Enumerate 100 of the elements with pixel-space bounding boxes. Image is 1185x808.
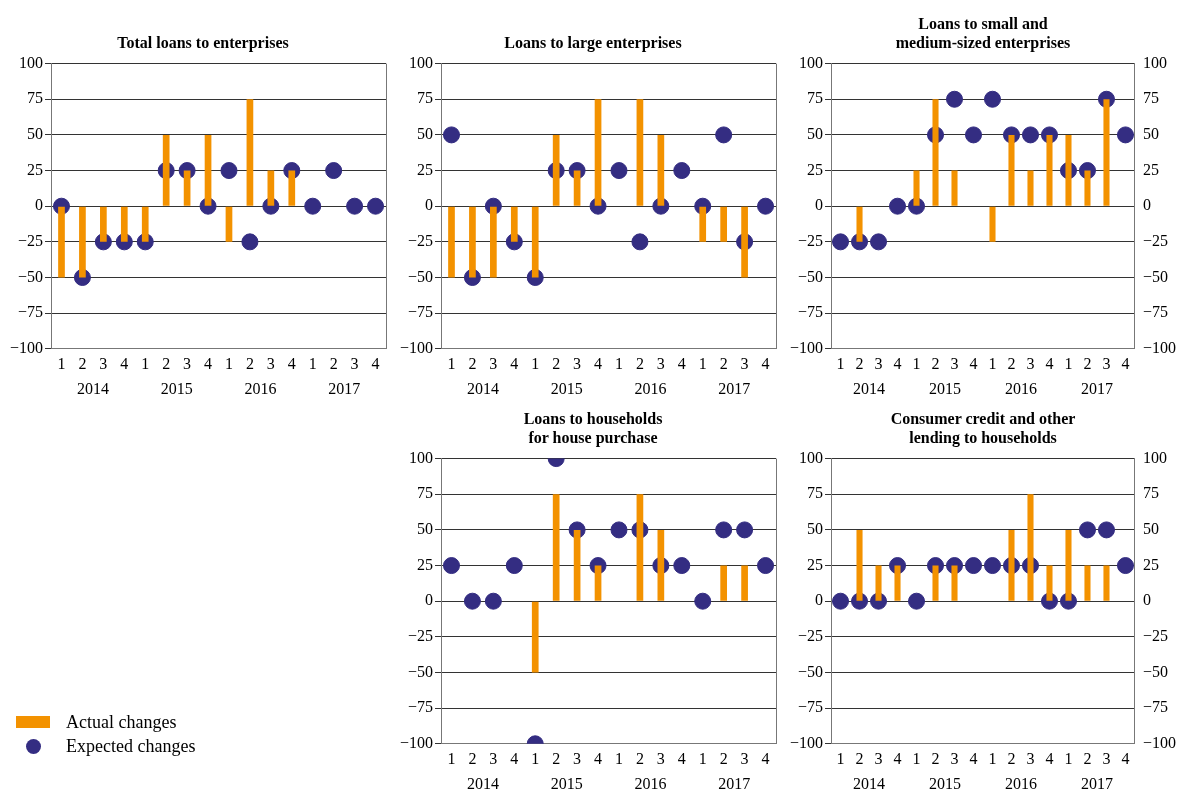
x-tick-label: 4	[893, 354, 902, 372]
y2-tick-label: −100	[1142, 734, 1177, 751]
x-tick-label: 1	[531, 354, 540, 372]
text: 2016	[1004, 380, 1037, 398]
y-tick-label: 75	[27, 89, 44, 107]
x-tick-label: 2	[931, 749, 940, 767]
bar	[989, 206, 996, 242]
y-tick-label: 50	[807, 520, 824, 538]
y-tick-label: 75	[417, 89, 434, 107]
x-tick-label: 1	[447, 749, 456, 767]
y2-tick-label: 50	[1142, 520, 1159, 538]
point	[757, 197, 775, 215]
y-tick-label: 100	[19, 53, 44, 71]
y-tick-label: 100	[799, 53, 824, 71]
x-tick-label: 4	[761, 749, 770, 767]
x-tick-label: 1	[447, 354, 456, 372]
y-tick-label: −75	[17, 303, 44, 321]
bar	[657, 529, 665, 601]
y-tick-label: 50	[807, 125, 824, 143]
x-tick-label: 1	[988, 749, 997, 767]
x-tick-label: 2	[329, 354, 338, 372]
bar	[1046, 565, 1053, 601]
y-tick-label: 75	[807, 484, 824, 502]
text: 2016	[634, 775, 667, 793]
point	[463, 592, 481, 610]
bar	[100, 206, 107, 242]
x-tick-label: 4	[371, 354, 380, 372]
y-tick-label: 100	[409, 448, 434, 466]
y2-tick-label: 75	[1142, 89, 1159, 107]
x-tick-label: 1	[57, 354, 66, 372]
x-tick-label: 2	[719, 354, 728, 372]
bar	[1065, 529, 1072, 601]
point	[1116, 557, 1134, 575]
y2-tick-label: −50	[1142, 267, 1169, 285]
bar	[932, 565, 939, 601]
x-tick-label: 3	[950, 354, 959, 372]
x-tick-label: 4	[510, 354, 519, 372]
point	[484, 592, 502, 610]
point	[715, 126, 733, 144]
x-tick-label: 3	[489, 354, 498, 372]
point	[610, 521, 628, 539]
y-tick-label: −100	[9, 339, 44, 356]
x-tick-label: 3	[874, 749, 883, 767]
x-tick-label: 1	[698, 354, 707, 372]
y-tick-label: −75	[407, 698, 434, 716]
point	[442, 126, 460, 144]
x-tick-label: 3	[350, 354, 359, 372]
bar	[657, 134, 665, 206]
x-tick-label: 1	[698, 749, 707, 767]
y2-tick-label: 0	[1142, 196, 1151, 214]
x-tick-label: 4	[969, 749, 978, 767]
point	[870, 233, 888, 251]
x-tick-label: 1	[614, 749, 623, 767]
bar	[1008, 529, 1015, 601]
bar	[120, 206, 128, 242]
text: 2017	[1080, 380, 1113, 398]
bar	[720, 565, 728, 601]
text: 2017	[718, 775, 751, 793]
y-tick-label: 25	[807, 160, 824, 178]
x-tick-label: 1	[912, 354, 921, 372]
y-tick-label: −25	[797, 627, 824, 645]
x-tick-label: 1	[836, 354, 845, 372]
bar	[1008, 134, 1015, 206]
x-tick-label: 3	[1026, 749, 1035, 767]
x-tick-label: 4	[287, 354, 296, 372]
bar	[79, 206, 86, 278]
bar	[894, 565, 901, 601]
text: 2015	[929, 380, 962, 398]
bar	[531, 206, 539, 278]
x-tick-label: 2	[635, 354, 644, 372]
bar	[932, 99, 939, 206]
y2-tick-label: 100	[1142, 448, 1167, 466]
y-tick-label: 25	[27, 160, 44, 178]
x-tick-label: 2	[1083, 749, 1092, 767]
y-tick-label: 75	[807, 89, 824, 107]
bar	[741, 206, 748, 278]
y-tick-label: 25	[807, 555, 824, 573]
y-tick-label: 25	[417, 555, 434, 573]
bar	[141, 206, 149, 242]
x-tick-label: 2	[78, 354, 87, 372]
point	[442, 557, 460, 575]
y2-tick-label: −75	[1142, 698, 1169, 716]
point	[346, 197, 364, 215]
y-tick-label: −25	[17, 232, 44, 250]
y-tick-label: −100	[399, 339, 434, 356]
x-tick-label: 4	[120, 354, 129, 372]
y-tick-label: −75	[797, 303, 824, 321]
chart-title: Consumer credit and other lending to households	[889, 409, 1077, 447]
bar	[288, 170, 296, 206]
x-tick-label: 2	[468, 354, 477, 372]
y-tick-label: 0	[815, 591, 824, 609]
text: 2014	[76, 380, 109, 398]
x-tick-label: 1	[1064, 749, 1073, 767]
bar	[448, 206, 455, 278]
text: 2017	[328, 380, 361, 398]
y-tick-label: 50	[27, 125, 44, 143]
x-tick-label: 2	[468, 749, 477, 767]
legend-label: Actual changes	[66, 711, 177, 733]
y2-tick-label: 50	[1142, 125, 1159, 143]
y-tick-label: −50	[797, 267, 824, 285]
